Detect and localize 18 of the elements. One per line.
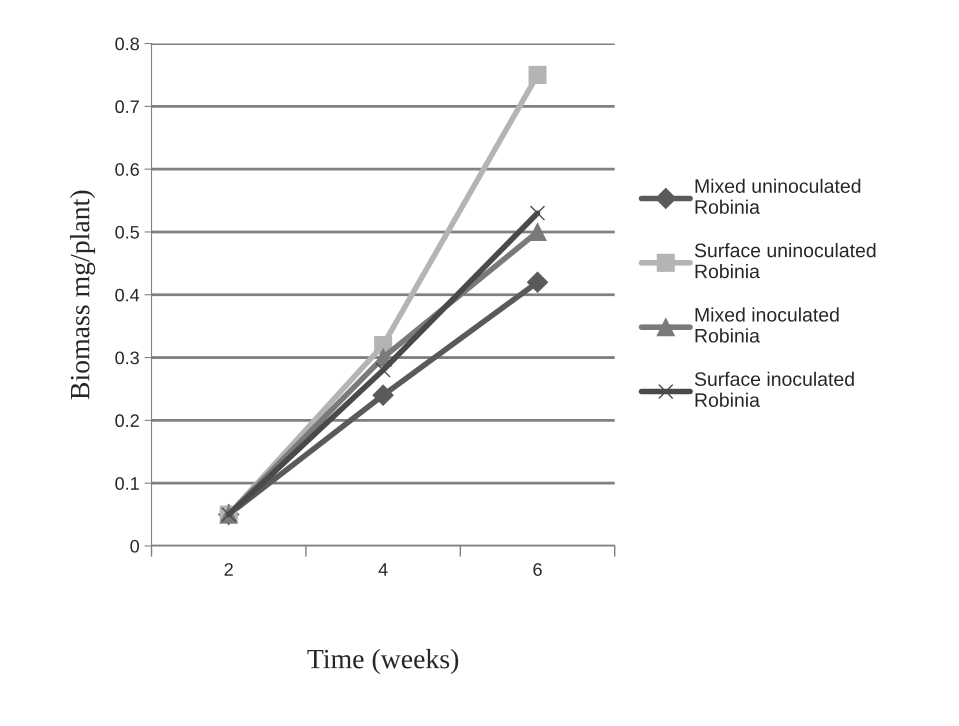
legend-label: Mixed inoculated Robinia — [696, 307, 839, 343]
y-axis-title: Biomass mg/plant) — [70, 190, 96, 400]
y-tick-label: 0.1 — [115, 477, 139, 490]
legend-label: Mixed uninoculated Robinia — [696, 178, 860, 214]
y-tick-label: 0.6 — [115, 163, 139, 176]
legend-label: Surface inoculated Robinia — [694, 372, 854, 407]
y-tick-label: 0 — [130, 540, 140, 553]
y-tick-label: 0.5 — [115, 226, 139, 239]
y-tick-label: 0.3 — [115, 351, 139, 364]
x-tick-label: 4 — [378, 563, 388, 576]
x-tick-label: 6 — [533, 563, 542, 576]
y-tick-label: 0.8 — [115, 37, 139, 50]
legend-label: Surface uninoculated Robinia — [694, 243, 876, 278]
x-axis-title: Time (weeks) — [307, 648, 458, 674]
y-tick-label: 0.7 — [115, 100, 139, 114]
x-tick-label: 2 — [224, 563, 233, 576]
y-tick-label: 0.2 — [115, 414, 139, 428]
y-tick-label: 0.4 — [115, 288, 140, 302]
